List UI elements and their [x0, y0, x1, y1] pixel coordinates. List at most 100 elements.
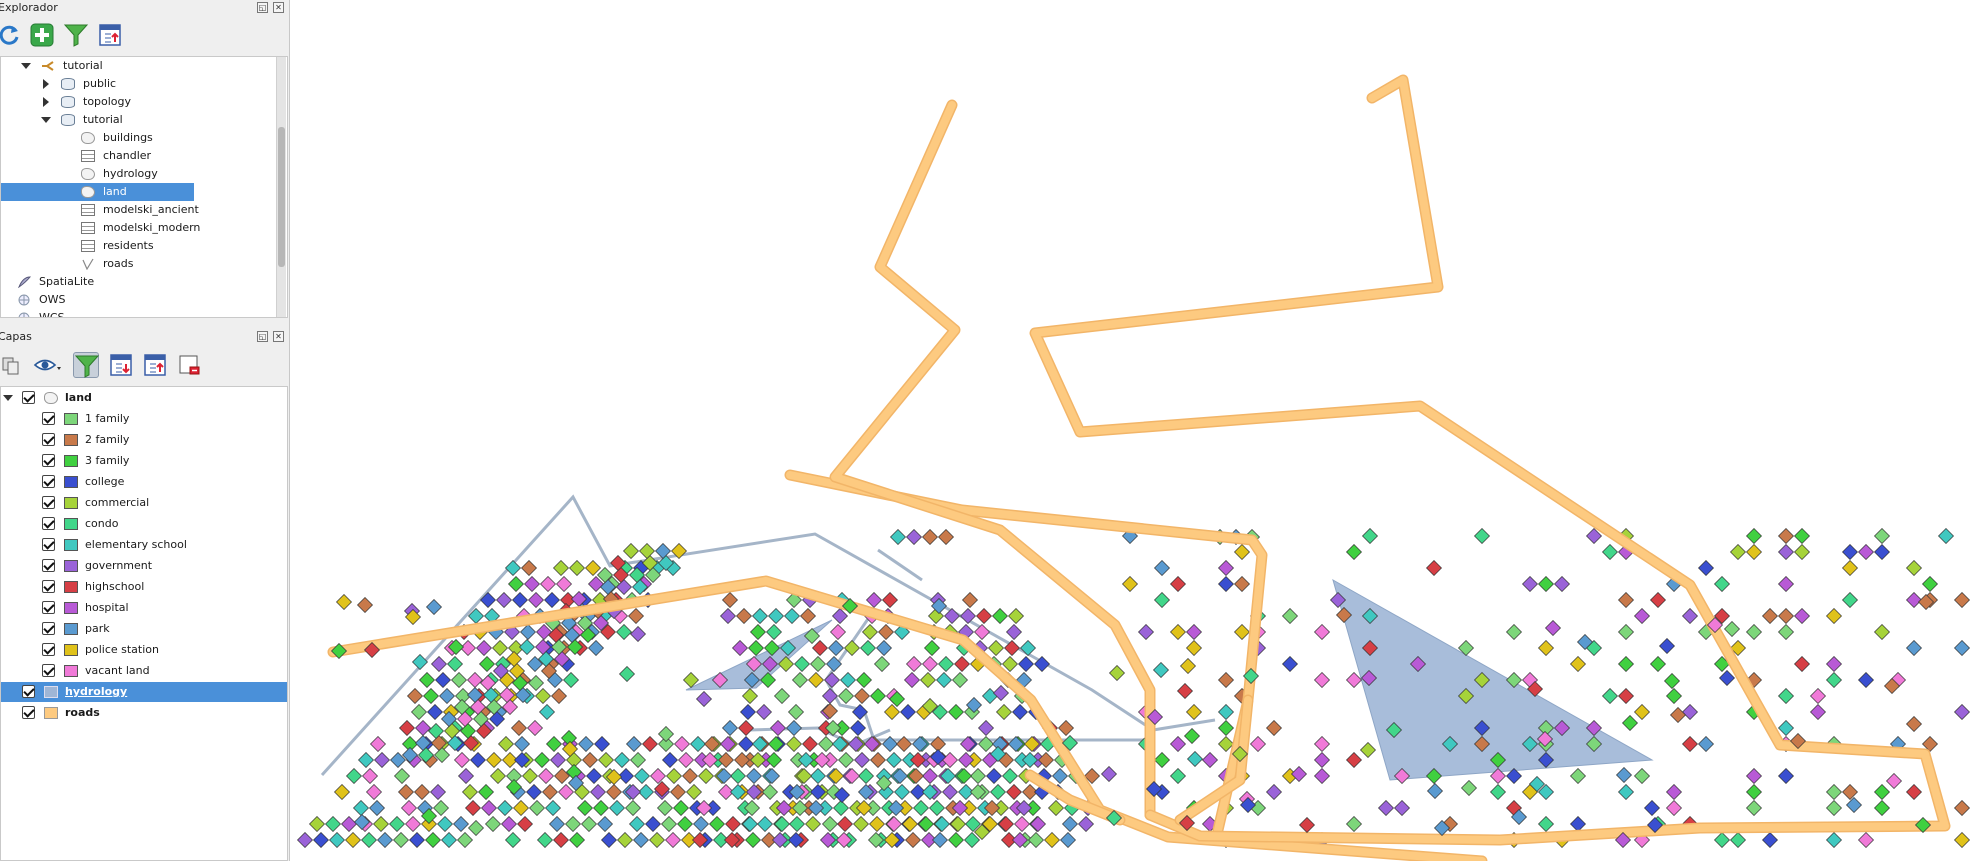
legend-class-elementary-school[interactable]: elementary school: [1, 535, 287, 555]
chevron-down-icon[interactable]: [3, 395, 13, 401]
land-parcel: [1778, 720, 1794, 736]
land-parcel: [1527, 681, 1543, 697]
land-parcel: [1618, 784, 1634, 800]
class-visibility-checkbox[interactable]: [42, 475, 55, 488]
open-styling-icon[interactable]: [0, 352, 24, 378]
browser-item-spatialite[interactable]: SpatiaLite: [1, 273, 277, 291]
chevron-down-icon[interactable]: [41, 117, 51, 123]
undock-icon[interactable]: ◱: [257, 2, 268, 13]
legend-class-condo[interactable]: condo: [1, 514, 287, 534]
scrollbar-thumb[interactable]: [278, 127, 285, 267]
land-parcel: [1615, 832, 1631, 848]
layer-visibility-checkbox[interactable]: [22, 706, 35, 719]
filter-legend-icon[interactable]: [73, 352, 100, 378]
layer-hydrology[interactable]: hydrology: [1, 682, 287, 702]
layer-roads[interactable]: roads: [1, 703, 287, 723]
class-visibility-checkbox[interactable]: [42, 643, 55, 656]
browser-item-chandler[interactable]: chandler: [1, 147, 277, 165]
land-parcel: [1034, 656, 1050, 672]
class-visibility-checkbox[interactable]: [42, 601, 55, 614]
chevron-right-icon[interactable]: [43, 97, 49, 107]
refresh-icon[interactable]: [0, 22, 22, 48]
legend-class-commercial[interactable]: commercial: [1, 493, 287, 513]
land-parcel: [1360, 742, 1376, 758]
land-parcel: [527, 720, 543, 736]
land-parcel: [1622, 715, 1638, 731]
land-parcel: [1362, 640, 1378, 656]
class-visibility-checkbox[interactable]: [42, 559, 55, 572]
land-parcel: [1008, 608, 1024, 624]
legend-class-1-family[interactable]: 1 family: [1, 409, 287, 429]
legend-class-government[interactable]: government: [1, 556, 287, 576]
browser-item-public[interactable]: public: [1, 75, 277, 93]
table-icon: [81, 204, 95, 216]
browser-item-modelski-ancient[interactable]: modelski_ancient: [1, 201, 277, 219]
layer-visibility-checkbox[interactable]: [22, 391, 35, 404]
class-visibility-checkbox[interactable]: [42, 433, 55, 446]
browser-item-land[interactable]: land: [1, 183, 194, 201]
filter-icon[interactable]: [63, 22, 89, 48]
class-visibility-checkbox[interactable]: [42, 538, 55, 551]
browser-item-hydrology[interactable]: hydrology: [1, 165, 277, 183]
land-parcel: [1008, 736, 1024, 752]
browser-item-topology[interactable]: topology: [1, 93, 277, 111]
legend-class-2-family[interactable]: 2 family: [1, 430, 287, 450]
legend-class-hospital[interactable]: hospital: [1, 598, 287, 618]
class-visibility-checkbox[interactable]: [42, 580, 55, 593]
land-parcel: [401, 800, 417, 816]
browser-scrollbar[interactable]: [276, 57, 286, 317]
class-visibility-checkbox[interactable]: [42, 622, 55, 635]
land-parcel: [415, 735, 431, 751]
class-visibility-checkbox[interactable]: [42, 664, 55, 677]
layer-visibility-checkbox[interactable]: [22, 685, 35, 698]
legend-class-park[interactable]: park: [1, 619, 287, 639]
land-parcel: [1659, 638, 1675, 654]
chevron-down-icon[interactable]: [21, 63, 31, 69]
class-visibility-checkbox[interactable]: [42, 454, 55, 467]
browser-item-ows[interactable]: OWS: [1, 291, 277, 309]
legend-class-vacant-land[interactable]: vacant land: [1, 661, 287, 681]
land-parcel: [1346, 672, 1362, 688]
legend-class-police-station[interactable]: police station: [1, 640, 287, 660]
land-parcel: [712, 672, 728, 688]
browser-item-roads[interactable]: roads: [1, 255, 277, 273]
undock-icon[interactable]: ◱: [257, 331, 268, 342]
land-parcel: [505, 560, 521, 576]
chevron-right-icon[interactable]: [43, 79, 49, 89]
collapse-all-icon[interactable]: [142, 352, 168, 378]
browser-item-modelski-modern[interactable]: modelski_modern: [1, 219, 277, 237]
remove-layer-icon[interactable]: [176, 352, 202, 378]
browser-item-tutorial[interactable]: tutorial: [1, 111, 277, 129]
browser-item-tutorial[interactable]: tutorial: [1, 57, 277, 75]
close-icon[interactable]: ✕: [273, 331, 284, 342]
map-canvas[interactable]: [292, 0, 1984, 861]
expand-all-icon[interactable]: [108, 352, 134, 378]
close-icon[interactable]: ✕: [273, 2, 284, 13]
class-visibility-checkbox[interactable]: [42, 412, 55, 425]
layer-land[interactable]: land: [1, 388, 287, 408]
land-parcel: [921, 832, 937, 848]
land-parcel: [886, 752, 902, 768]
legend-class-3-family[interactable]: 3 family: [1, 451, 287, 471]
class-visibility-checkbox[interactable]: [42, 517, 55, 530]
collapse-icon[interactable]: [97, 22, 123, 48]
land-parcel: [740, 704, 756, 720]
land-parcel: [964, 832, 980, 848]
land-parcel: [1826, 832, 1842, 848]
legend-class-highschool[interactable]: highschool: [1, 577, 287, 597]
visibility-eye-icon[interactable]: [33, 352, 61, 378]
browser-item-buildings[interactable]: buildings: [1, 129, 277, 147]
land-parcel: [836, 832, 852, 848]
land-parcel: [825, 720, 841, 736]
land-parcel: [515, 687, 531, 703]
land-parcel: [600, 624, 616, 640]
land-parcel: [804, 628, 820, 644]
class-visibility-checkbox[interactable]: [42, 496, 55, 509]
legend-class-college[interactable]: college: [1, 472, 287, 492]
add-icon[interactable]: [29, 22, 55, 48]
land-parcel: [812, 640, 828, 656]
land-parcel: [496, 592, 512, 608]
land-parcel: [1874, 800, 1890, 816]
browser-item-wcs[interactable]: WCS: [1, 309, 277, 317]
browser-item-residents[interactable]: residents: [1, 237, 277, 255]
